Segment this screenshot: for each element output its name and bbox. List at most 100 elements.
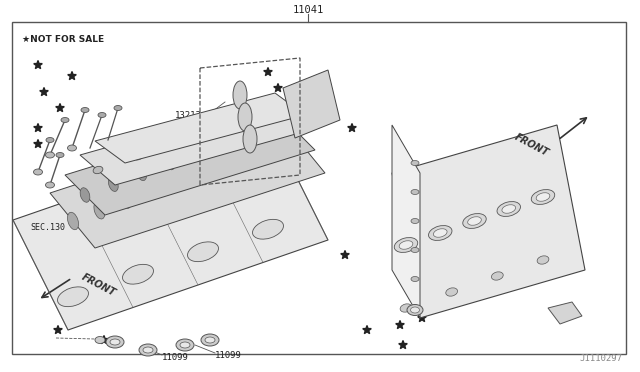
- Text: SEC.130: SEC.130: [30, 224, 65, 232]
- Ellipse shape: [80, 188, 90, 202]
- Ellipse shape: [45, 182, 54, 188]
- Ellipse shape: [205, 337, 215, 343]
- Polygon shape: [34, 61, 42, 69]
- Ellipse shape: [165, 155, 175, 170]
- Ellipse shape: [120, 191, 131, 208]
- Polygon shape: [34, 140, 42, 148]
- Ellipse shape: [114, 106, 122, 110]
- Ellipse shape: [93, 166, 103, 174]
- Ellipse shape: [399, 241, 413, 249]
- Polygon shape: [363, 326, 371, 334]
- Ellipse shape: [411, 218, 419, 224]
- Ellipse shape: [110, 339, 120, 345]
- Ellipse shape: [143, 347, 153, 353]
- Polygon shape: [54, 291, 62, 299]
- Ellipse shape: [411, 160, 419, 166]
- Text: 11099: 11099: [162, 353, 189, 362]
- Ellipse shape: [173, 139, 183, 146]
- Text: FRONT: FRONT: [80, 272, 118, 298]
- Polygon shape: [56, 103, 64, 112]
- Text: 11099: 11099: [215, 350, 242, 359]
- Ellipse shape: [410, 307, 419, 313]
- Polygon shape: [40, 87, 48, 96]
- Ellipse shape: [250, 123, 260, 137]
- Ellipse shape: [411, 189, 419, 195]
- Ellipse shape: [253, 111, 263, 119]
- Ellipse shape: [81, 108, 89, 112]
- Ellipse shape: [61, 118, 69, 122]
- Ellipse shape: [58, 287, 88, 307]
- Ellipse shape: [411, 276, 419, 282]
- Ellipse shape: [193, 144, 204, 159]
- Ellipse shape: [429, 225, 452, 240]
- Ellipse shape: [502, 205, 516, 213]
- Polygon shape: [166, 246, 174, 254]
- Polygon shape: [54, 326, 62, 334]
- Polygon shape: [77, 221, 86, 230]
- Ellipse shape: [67, 212, 79, 230]
- Text: ★NOT FOR SALE: ★NOT FOR SALE: [22, 35, 104, 44]
- Ellipse shape: [173, 169, 184, 187]
- Polygon shape: [348, 124, 356, 132]
- Ellipse shape: [411, 247, 419, 253]
- Polygon shape: [80, 100, 310, 185]
- Polygon shape: [100, 298, 108, 307]
- Ellipse shape: [213, 125, 223, 132]
- Text: 13213: 13213: [175, 110, 202, 119]
- Ellipse shape: [222, 134, 232, 148]
- Ellipse shape: [253, 219, 284, 239]
- Ellipse shape: [243, 125, 257, 153]
- Ellipse shape: [233, 81, 247, 109]
- Polygon shape: [109, 246, 118, 254]
- Ellipse shape: [45, 152, 54, 158]
- Text: 11041: 11041: [292, 5, 324, 15]
- Polygon shape: [418, 314, 426, 322]
- Ellipse shape: [133, 153, 143, 160]
- Ellipse shape: [98, 112, 106, 118]
- Text: FRONT: FRONT: [513, 132, 550, 158]
- Ellipse shape: [94, 202, 105, 219]
- Polygon shape: [65, 110, 315, 215]
- Polygon shape: [392, 125, 585, 318]
- Polygon shape: [283, 70, 340, 138]
- Polygon shape: [399, 340, 407, 349]
- Ellipse shape: [253, 137, 264, 155]
- Ellipse shape: [201, 334, 219, 346]
- Ellipse shape: [137, 166, 147, 180]
- Polygon shape: [13, 130, 328, 330]
- Ellipse shape: [188, 242, 218, 262]
- Polygon shape: [68, 71, 76, 80]
- Ellipse shape: [400, 304, 412, 312]
- Polygon shape: [95, 93, 305, 163]
- Ellipse shape: [394, 238, 418, 253]
- Polygon shape: [264, 67, 272, 76]
- Ellipse shape: [106, 336, 124, 348]
- Polygon shape: [548, 302, 582, 324]
- Ellipse shape: [407, 305, 423, 315]
- Ellipse shape: [46, 138, 54, 142]
- Ellipse shape: [463, 214, 486, 228]
- Polygon shape: [396, 321, 404, 328]
- Ellipse shape: [147, 180, 158, 198]
- Ellipse shape: [176, 339, 194, 351]
- Text: J1110297: J1110297: [579, 354, 622, 363]
- Ellipse shape: [433, 229, 447, 237]
- Bar: [12, 22, 626, 354]
- Ellipse shape: [200, 159, 211, 176]
- Ellipse shape: [122, 264, 154, 284]
- Ellipse shape: [531, 190, 555, 205]
- Ellipse shape: [95, 337, 105, 343]
- Ellipse shape: [492, 272, 503, 280]
- Ellipse shape: [33, 169, 42, 175]
- Ellipse shape: [56, 153, 64, 157]
- Polygon shape: [392, 125, 420, 318]
- Polygon shape: [340, 250, 349, 259]
- Ellipse shape: [139, 344, 157, 356]
- Polygon shape: [50, 118, 325, 248]
- Ellipse shape: [536, 193, 550, 201]
- Polygon shape: [34, 124, 42, 132]
- Ellipse shape: [180, 342, 190, 348]
- Ellipse shape: [537, 256, 549, 264]
- Ellipse shape: [468, 217, 481, 225]
- Ellipse shape: [226, 148, 237, 166]
